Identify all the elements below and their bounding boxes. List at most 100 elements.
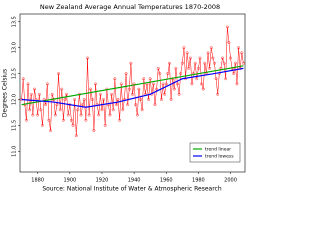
- data-point: [124, 72, 128, 75]
- x-tick-label: 1880: [31, 178, 44, 184]
- data-point: [163, 92, 167, 96]
- data-point: [44, 103, 48, 107]
- x-axis-label: Source: National Institute of Water & At…: [42, 186, 222, 193]
- data-point: [57, 72, 60, 75]
- data-point: [180, 61, 184, 65]
- data-point: [156, 66, 160, 70]
- data-point: [113, 77, 117, 81]
- data-point: [74, 134, 78, 138]
- data-point: [29, 92, 33, 96]
- trend-line: [21, 65, 244, 106]
- data-point: [195, 77, 199, 81]
- data-point: [200, 82, 204, 86]
- data-point: [60, 87, 64, 91]
- data-point: [71, 123, 75, 127]
- legend-box: [189, 142, 241, 163]
- data-point: [187, 66, 191, 70]
- data-point: [193, 61, 197, 65]
- x-tick-label: 1920: [96, 178, 109, 184]
- data-point: [89, 87, 93, 91]
- data-point: [126, 103, 130, 107]
- data-point: [179, 72, 183, 75]
- data-point: [222, 61, 226, 65]
- data-point: [102, 98, 105, 101]
- data-point: [61, 118, 65, 122]
- data-point: [153, 103, 157, 107]
- data-point: [221, 56, 224, 60]
- data-point: [169, 98, 173, 101]
- data-point: [168, 61, 171, 65]
- data-point: [79, 113, 83, 117]
- data-point: [129, 61, 133, 65]
- data-point: [119, 82, 123, 86]
- data-point: [45, 82, 49, 86]
- data-point: [86, 56, 89, 60]
- data-point: [211, 56, 215, 60]
- data-point: [25, 118, 28, 122]
- data-point: [224, 77, 228, 81]
- y-tick-label: 12.5: [12, 68, 18, 79]
- data-point: [155, 87, 159, 91]
- data-point: [94, 82, 97, 86]
- data-point: [36, 113, 40, 117]
- data-point: [172, 87, 176, 91]
- data-point: [33, 87, 36, 91]
- data-point: [127, 87, 131, 91]
- data-point: [206, 51, 210, 55]
- y-tick-label: 12.0: [12, 94, 18, 105]
- data-line: [21, 26, 244, 136]
- data-point: [55, 103, 59, 107]
- data-point: [164, 82, 168, 86]
- y-axis-label: Degrees Celsius: [2, 69, 9, 117]
- data-point: [160, 98, 163, 101]
- data-point: [182, 46, 186, 50]
- legend-label: trend linear: [205, 147, 231, 153]
- data-point: [41, 123, 44, 127]
- data-point: [65, 92, 69, 96]
- data-point: [49, 129, 52, 132]
- data-point: [58, 108, 62, 112]
- data-point: [28, 108, 32, 112]
- data-point: [135, 113, 139, 117]
- data-point: [76, 108, 80, 112]
- data-point: [177, 92, 181, 96]
- data-point: [90, 98, 94, 101]
- data-point: [174, 66, 178, 70]
- data-point: [37, 92, 41, 96]
- data-point: [185, 51, 189, 55]
- data-point: [134, 103, 138, 107]
- data-point: [201, 87, 205, 91]
- data-point: [151, 82, 155, 86]
- data-point: [103, 123, 107, 127]
- data-point: [98, 92, 102, 96]
- data-point: [50, 92, 54, 96]
- data-point: [166, 72, 170, 75]
- data-point: [196, 66, 200, 70]
- data-point: [237, 46, 240, 50]
- data-point: [108, 113, 112, 117]
- data-point: [208, 66, 212, 70]
- data-point: [240, 51, 244, 55]
- data-point: [84, 118, 88, 122]
- data-point: [142, 77, 146, 81]
- data-point: [139, 98, 142, 101]
- x-tick-label: 1940: [128, 178, 141, 184]
- data-point: [225, 25, 229, 29]
- data-point: [233, 61, 237, 65]
- data-point: [82, 98, 86, 101]
- data-point: [131, 92, 134, 96]
- x-tick-label: 1960: [160, 178, 173, 184]
- data-point: [115, 103, 118, 107]
- data-point: [116, 98, 120, 101]
- data-point: [198, 56, 202, 60]
- data-point: [229, 56, 232, 60]
- data-point: [148, 77, 152, 81]
- data-point: [147, 98, 150, 101]
- data-point: [26, 82, 30, 86]
- x-tick-label: 1900: [63, 178, 76, 184]
- y-tick-label: 13.5: [12, 16, 18, 27]
- data-point: [121, 108, 125, 112]
- y-tick-label: 11.5: [12, 120, 18, 131]
- data-point: [158, 72, 162, 75]
- data-point: [92, 129, 96, 132]
